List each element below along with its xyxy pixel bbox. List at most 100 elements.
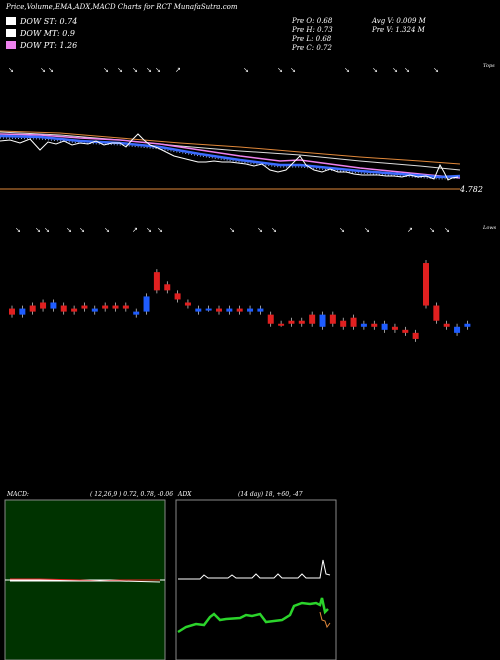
dow-st-label: DOW ST: 0.74 (20, 17, 78, 26)
candle (19, 308, 26, 315)
adx-panel (175, 499, 337, 660)
price-tag-tops: Tops (483, 63, 495, 69)
arrow-marker: ↘ (344, 66, 350, 74)
arrow-marker: ↘ (155, 66, 161, 74)
candle (29, 305, 36, 312)
candle (50, 302, 57, 309)
arrow-marker: ↘ (433, 66, 439, 74)
candle (216, 308, 222, 312)
macd-label: MACD: (7, 491, 29, 498)
arrow-marker: ↘ (146, 66, 152, 74)
arrow-marker: ↘ (8, 66, 14, 74)
candle (433, 305, 440, 321)
candle (40, 302, 47, 309)
pre-close: Pre C: 0.72 (292, 44, 332, 52)
arrow-marker: ↘ (146, 226, 152, 234)
arrow-marker: ↘ (132, 66, 138, 74)
adx-line-white (178, 559, 331, 580)
price-line-white (0, 133, 459, 181)
candle (454, 326, 461, 333)
candle (402, 329, 409, 333)
pre-volume: Pre V: 1.324 M (372, 26, 425, 34)
candle (391, 326, 398, 330)
arrow-marker: ↘ (15, 226, 21, 234)
arrow-marker: ↘ (104, 226, 110, 234)
dow-mt-legend: DOW MT: 0.9 (6, 29, 75, 38)
dow-mt-label: DOW MT: 0.9 (20, 29, 75, 38)
adx-values: (14 day) 18, +60, -47 (238, 491, 303, 498)
candle (81, 305, 88, 309)
candle (71, 308, 78, 312)
arrow-marker: ↘ (243, 66, 249, 74)
pre-open: Pre O: 0.68 (292, 17, 333, 25)
candle (9, 308, 15, 315)
candle (309, 314, 316, 324)
candle (412, 332, 419, 339)
candle (278, 323, 285, 326)
arrow-marker: ↗ (407, 226, 413, 234)
avg-volume: Avg V: 0.009 M (372, 17, 426, 25)
adx-minus-di-line (319, 611, 331, 629)
candle (205, 308, 212, 311)
pre-low: Pre L: 0.68 (292, 35, 332, 43)
candlestick-series (9, 260, 471, 342)
arrow-marker: ↘ (117, 66, 123, 74)
candle (184, 302, 191, 306)
arrow-marker: ↘ (48, 66, 54, 74)
arrow-marker: ↘ (429, 226, 435, 234)
chart-title: Price,Volume,EMA,ADX,MACD Charts for RCT… (6, 3, 238, 11)
candle (122, 305, 129, 309)
candle (164, 284, 171, 291)
candle (153, 272, 160, 291)
candle (102, 305, 109, 309)
candle (423, 263, 429, 306)
candle (257, 308, 264, 312)
dow-st-legend: DOW ST: 0.74 (6, 17, 77, 26)
price-level-label: 4.782 (460, 185, 483, 194)
arrow-marker: ↗ (175, 66, 181, 74)
arrow-marker: ↘ (157, 226, 163, 234)
mid-arrow-markers: ↘ ↘ ↘ ↘ ↘ ↘ ↗ ↘ ↘ ↘ ↘ ↘ ↘ ↘ ↗ ↘ ↘ (15, 226, 450, 234)
top-arrow-markers: ↘ ↘ ↘ ↘ ↘ ↘ ↘ ↘ ↗ ↘ ↘ ↘ ↘ ↘ ↘ ↘ ↘ (8, 66, 439, 74)
candle (247, 308, 254, 312)
arrow-marker: ↘ (392, 66, 398, 74)
ema-line-pink (0, 133, 461, 179)
candle (371, 323, 378, 327)
dow-mt-swatch (6, 29, 16, 37)
candle (360, 323, 367, 327)
candle (112, 305, 119, 309)
arrow-marker: ↘ (35, 226, 41, 234)
candle (340, 320, 347, 327)
candle (91, 308, 98, 312)
dow-pt-swatch (6, 41, 16, 49)
candle (133, 311, 140, 315)
arrow-marker: ↘ (271, 226, 277, 234)
adx-plus-di-line (177, 597, 329, 634)
candle (267, 314, 274, 324)
candle (288, 320, 295, 324)
ema-line-blue (0, 134, 461, 179)
arrow-marker: ↘ (290, 66, 296, 74)
arrow-marker: ↘ (372, 66, 378, 74)
candle (381, 323, 388, 330)
candle (236, 308, 243, 312)
volume-tag-lows: Lows (483, 225, 497, 231)
candle (195, 308, 202, 312)
arrow-marker: ↘ (257, 226, 263, 234)
arrow-marker: ↘ (229, 226, 235, 234)
macd-values: ( 12,26,9 ) 0.72, 0.78, -0.06 (90, 491, 174, 498)
candle (464, 323, 471, 327)
arrow-marker: ↘ (79, 226, 85, 234)
candle (350, 317, 357, 327)
arrow-marker: ↘ (277, 66, 283, 74)
candle (60, 305, 67, 312)
ema-line-white-long (0, 131, 461, 171)
arrow-marker: ↘ (103, 66, 109, 74)
candle (298, 320, 305, 324)
dow-st-swatch (6, 17, 16, 25)
dow-pt-legend: DOW PT: 1.26 (6, 41, 77, 50)
arrow-marker: ↘ (66, 226, 72, 234)
candle (319, 314, 326, 327)
arrow-marker: ↘ (44, 226, 50, 234)
